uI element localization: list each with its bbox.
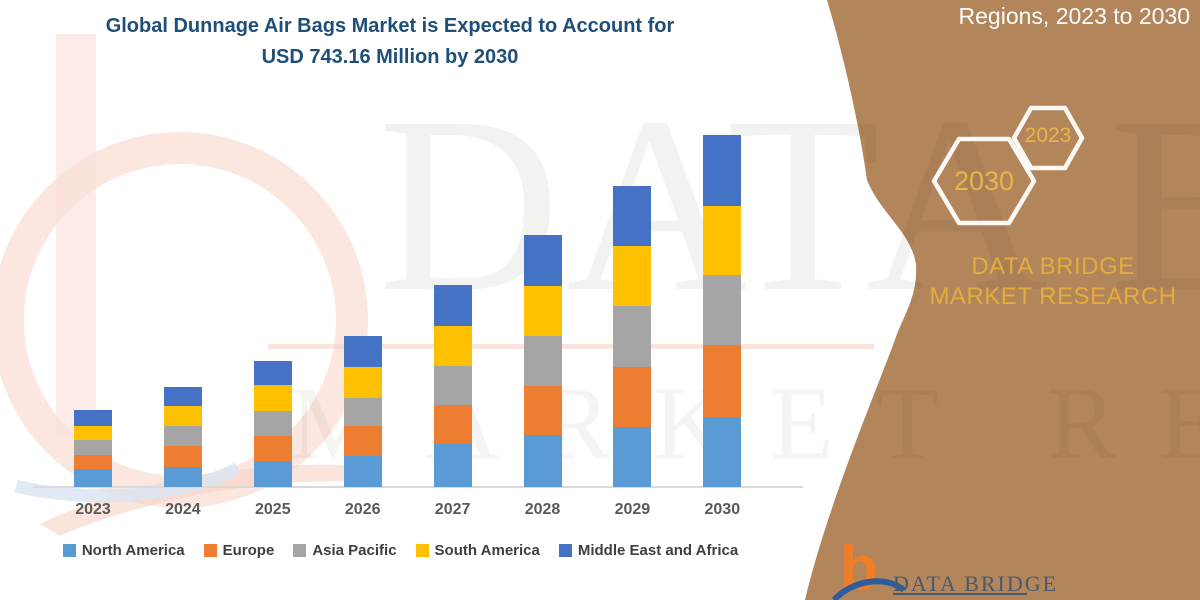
bar-segment-south-america <box>433 326 472 367</box>
legend-swatch-icon <box>415 543 429 557</box>
x-axis-label-2030: 2030 <box>704 501 741 518</box>
legend-label: North America <box>81 541 185 559</box>
legend-item-middle-east-and-africa: Middle East and Africa <box>558 541 739 559</box>
panel-subtitle: Regions, 2023 to 2030 <box>958 3 1190 29</box>
legend-label: Asia Pacific <box>312 541 397 559</box>
bar-segment-north-america <box>343 455 382 487</box>
hexagon-2023-label: 2023 <box>1024 124 1072 147</box>
bar-segment-europe <box>343 426 382 456</box>
bar-segment-middle-east-and-africa <box>433 285 472 327</box>
legend-label: South America <box>434 541 540 559</box>
bar-segment-europe <box>433 405 472 445</box>
bar-segment-south-america <box>253 384 292 411</box>
bar-segment-asia-pacific <box>163 425 202 446</box>
bar-segment-north-america <box>703 417 742 487</box>
bar-segment-europe <box>613 366 652 427</box>
hexagon-2030-outline <box>931 136 1037 226</box>
legend-label: Europe <box>222 541 275 559</box>
bar-segment-south-america <box>703 206 742 276</box>
legend-item-asia-pacific: Asia Pacific <box>293 541 397 559</box>
legend-swatch-icon <box>62 543 76 557</box>
logo-subtext: MARKET RESEARCH <box>893 597 1093 600</box>
bar-segment-asia-pacific <box>343 397 382 427</box>
chart-title-line2: USD 743.16 Million by 2030 <box>261 46 519 68</box>
right-panel-polygon <box>805 0 1200 600</box>
bar-segment-europe <box>523 386 562 436</box>
chart-legend: North America Europe Asia Pacific South Ame… <box>28 540 773 560</box>
legend-item-north-america: North America <box>62 541 185 559</box>
hexagon-2030-label: 2030 <box>953 166 1015 196</box>
legend-swatch-icon <box>203 543 217 557</box>
x-axis-label-2024: 2024 <box>165 501 201 518</box>
bar-segment-asia-pacific <box>703 275 742 346</box>
x-axis-label-2023: 2023 <box>75 501 111 518</box>
logo-underline <box>893 593 1027 595</box>
bar-segment-asia-pacific <box>433 366 472 406</box>
bar-segment-north-america <box>163 466 202 487</box>
bar-chart-plot-area: 2023 2024 2025 2026 2027 2028 2029 2030 <box>33 135 803 518</box>
bar-segment-north-america <box>613 426 652 487</box>
bar-segment-europe <box>74 454 112 469</box>
bar-segment-middle-east-and-africa <box>343 336 382 368</box>
logo-company-name: DATA BRIDGE <box>893 571 1059 596</box>
bar-segment-asia-pacific <box>613 305 652 367</box>
bar-segment-middle-east-and-africa <box>253 360 292 385</box>
bar-segment-middle-east-and-africa <box>613 186 652 247</box>
bar-segment-europe <box>703 345 742 417</box>
x-axis-label-2025: 2025 <box>255 501 291 518</box>
legend-swatch-icon <box>558 543 572 557</box>
bar-segment-south-america <box>613 246 652 306</box>
bar-segment-europe <box>253 435 292 461</box>
x-axis-line <box>33 486 803 488</box>
bar-segment-south-america <box>523 285 562 337</box>
bar-segment-middle-east-and-africa <box>74 410 112 426</box>
logo-b-glyph: b <box>840 534 878 600</box>
hexagon-2023-outline <box>1011 105 1085 171</box>
bar-segment-asia-pacific <box>523 336 562 387</box>
bar-segment-south-america <box>74 425 112 440</box>
bar-segment-europe <box>163 445 202 467</box>
bar-segment-asia-pacific <box>253 410 292 436</box>
bar-segment-south-america <box>343 367 382 398</box>
bar-segment-asia-pacific <box>74 439 112 455</box>
chart-title: Global Dunnage Air Bags Market is Expect… <box>60 11 720 73</box>
bar-segment-middle-east-and-africa <box>703 135 742 207</box>
legend-swatch-icon <box>293 543 307 557</box>
bar-segment-north-america <box>523 435 562 487</box>
legend-label: Middle East and Africa <box>577 541 739 559</box>
x-axis-label-2026: 2026 <box>344 501 381 518</box>
legend-item-europe: Europe <box>203 541 275 559</box>
bar-segment-north-america <box>253 460 292 487</box>
x-axis-label-2028: 2028 <box>524 501 561 518</box>
x-axis-label-2029: 2029 <box>614 501 651 518</box>
panel-brand-text: DATA BRIDGE MARKET RESEARCH <box>929 253 1177 310</box>
x-axis-label-2027: 2027 <box>434 501 471 518</box>
bar-segment-north-america <box>433 444 472 487</box>
chart-title-line1: Global Dunnage Air Bags Market is Expect… <box>105 15 675 37</box>
bar-segment-south-america <box>163 405 202 426</box>
bar-segment-north-america <box>74 469 112 487</box>
bar-segment-middle-east-and-africa <box>163 386 202 406</box>
bar-segment-middle-east-and-africa <box>523 234 562 286</box>
legend-item-south-america: South America <box>415 541 540 559</box>
